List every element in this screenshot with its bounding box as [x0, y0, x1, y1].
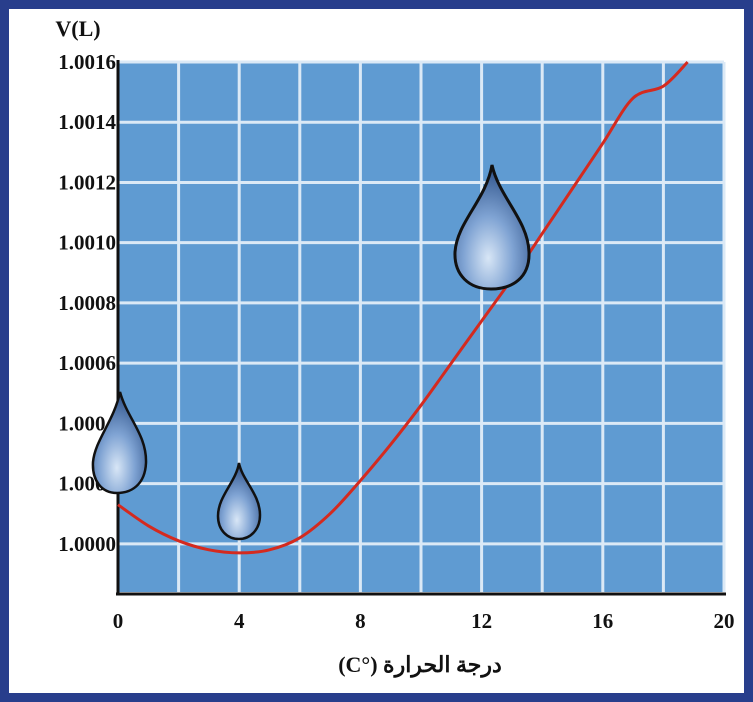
x-tick-label: 0 — [113, 609, 124, 633]
y-axis-label: V(L) — [55, 16, 100, 41]
y-tick-label: 1.0016 — [58, 50, 116, 74]
water-drop-icon — [216, 462, 262, 541]
water-drop-icon — [91, 391, 148, 495]
y-tick-label: 1.0012 — [58, 170, 116, 194]
y-tick-label: 1.0006 — [58, 351, 116, 375]
water-drop-icon — [453, 164, 531, 291]
y-tick-label: 1.0008 — [58, 291, 116, 315]
y-tick-label: 1.0010 — [58, 231, 116, 255]
x-tick-label: 4 — [234, 609, 245, 633]
x-axis-label: درجة الحرارة (°C) — [338, 652, 502, 678]
y-tick-label: 1.0000 — [58, 532, 116, 556]
x-tick-label: 12 — [471, 609, 492, 633]
x-tick-label: 16 — [592, 609, 613, 633]
x-tick-label: 8 — [355, 609, 366, 633]
y-tick-label: 1.0014 — [58, 110, 116, 134]
volume-curve — [117, 60, 689, 555]
x-tick-label: 20 — [714, 609, 735, 633]
